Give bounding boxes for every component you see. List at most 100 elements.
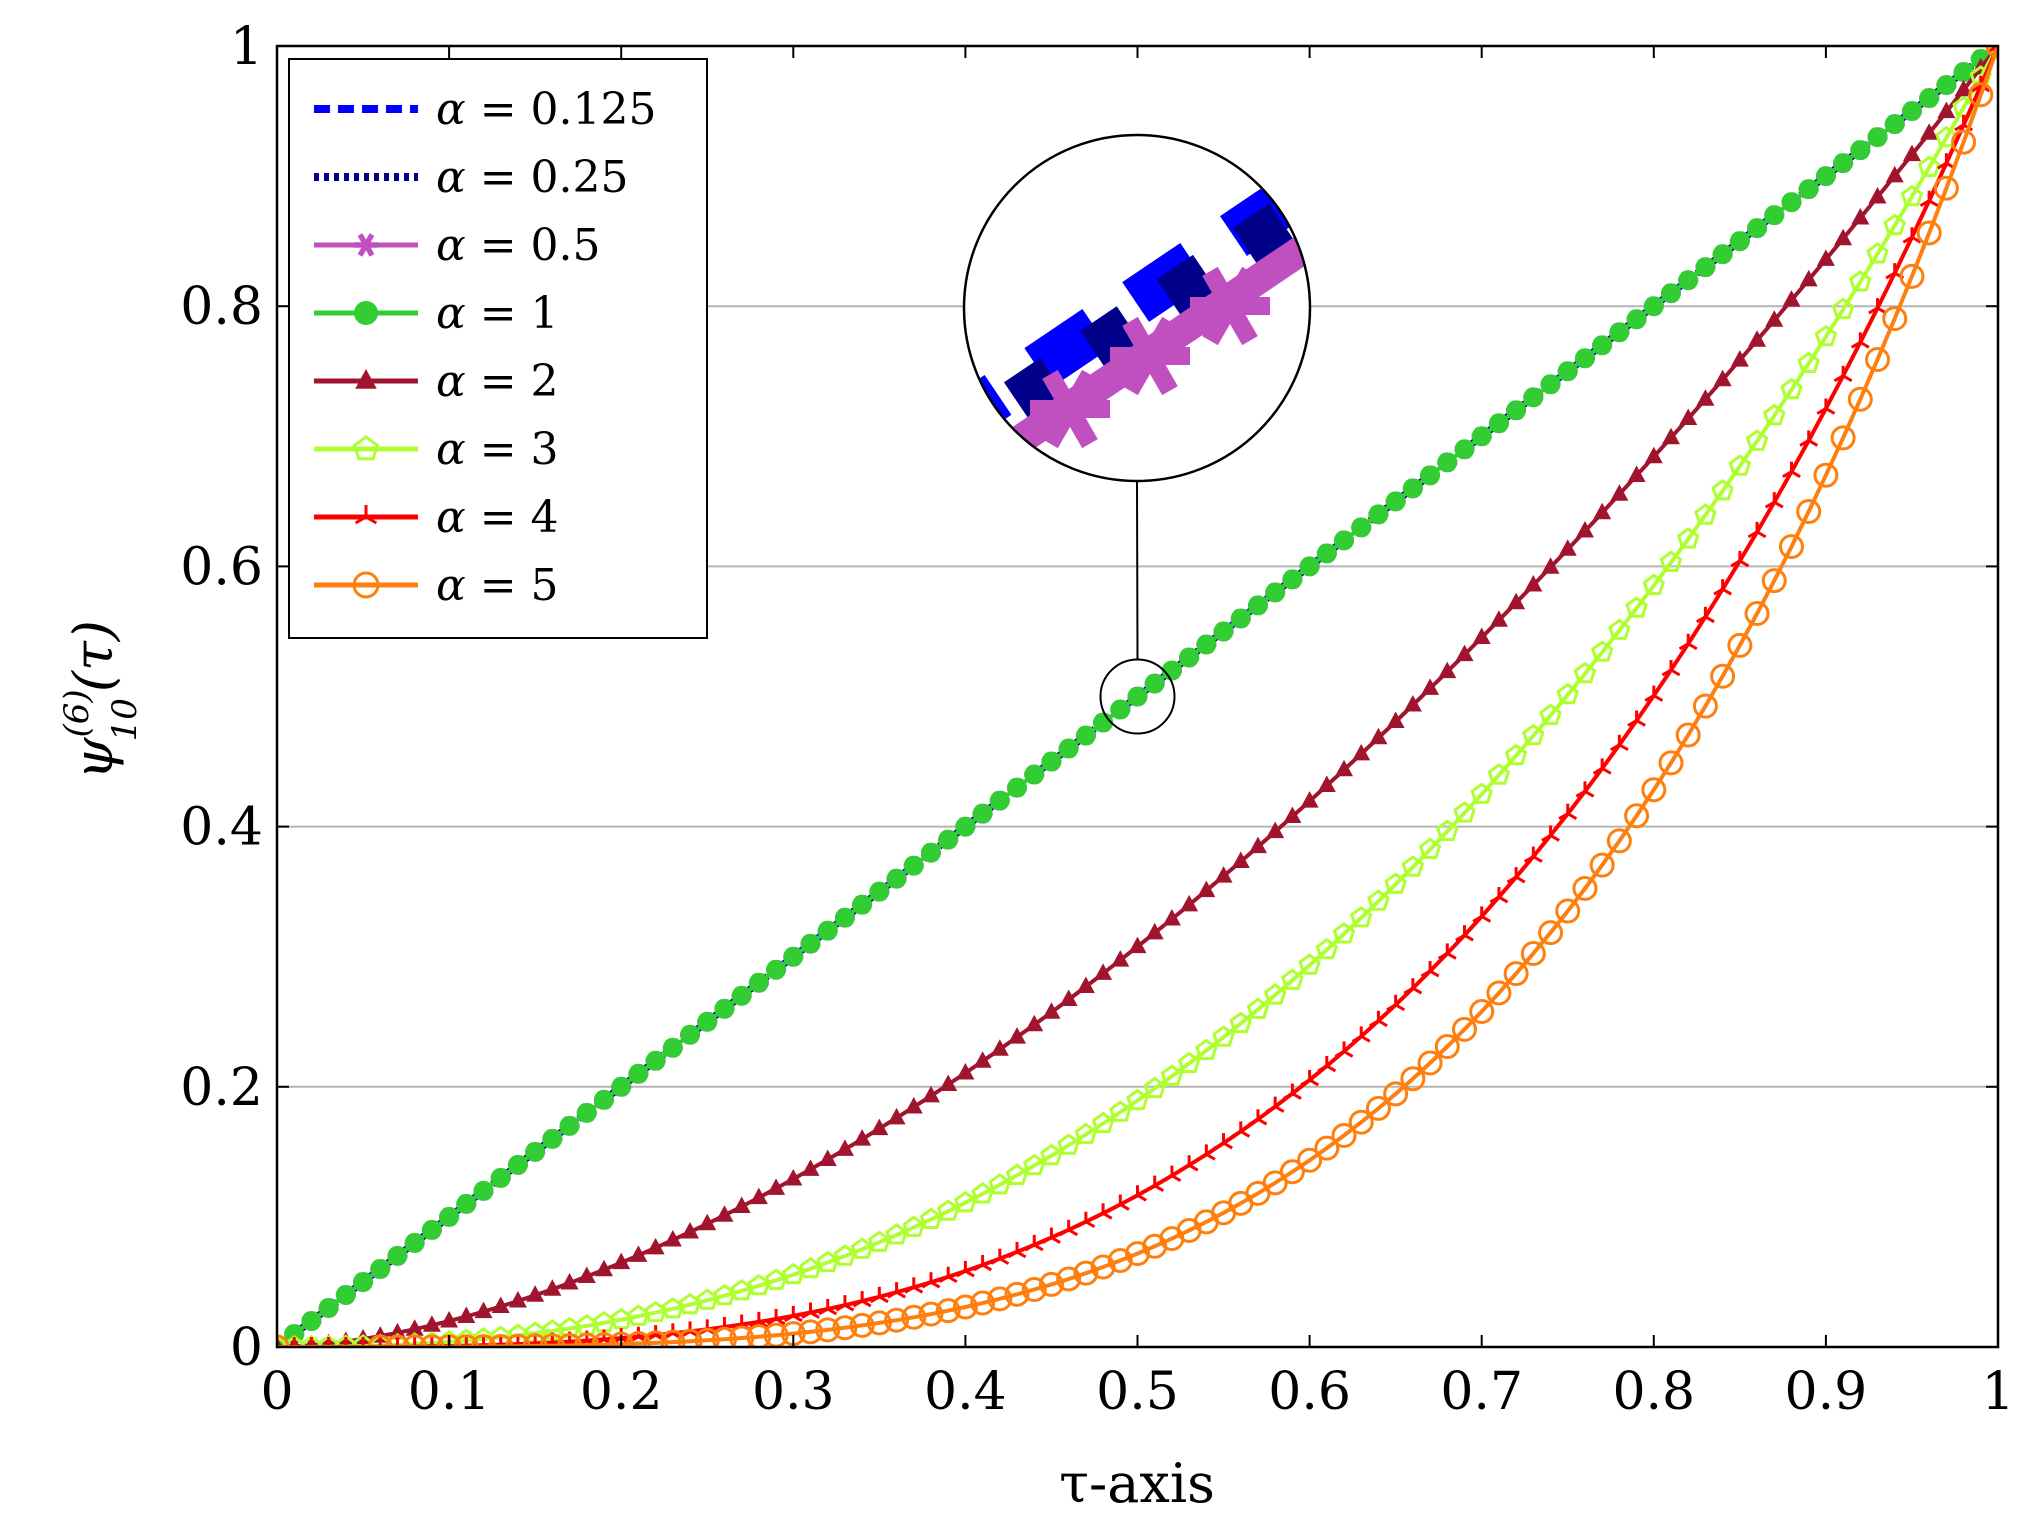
data-point [1438, 661, 1457, 679]
data-point [1298, 953, 1321, 975]
data-point [971, 1182, 994, 1204]
data-point [938, 1275, 949, 1284]
data-point [990, 1039, 1009, 1056]
data-point [1349, 905, 1373, 928]
data-point [591, 1332, 617, 1347]
data-point [834, 907, 855, 928]
data-point [1747, 530, 1758, 539]
data-point [1868, 306, 1879, 315]
data-point [1954, 123, 1965, 132]
data-point [1160, 1064, 1184, 1086]
data-point [732, 1196, 751, 1214]
x-axis-ticks: 0 0.1 0.2 0.3 0.4 0.5 0.6 0.7 0.8 0.9 1 [260, 46, 2015, 1422]
data-point [1609, 322, 1630, 343]
data-point [870, 1118, 889, 1136]
data-point [1127, 686, 1148, 707]
data-point [1997, 46, 1998, 48]
data-point [1317, 775, 1336, 793]
data-point [852, 894, 873, 915]
data-point [612, 1252, 631, 1270]
data-point [918, 1301, 944, 1327]
data-point [526, 1285, 545, 1302]
data-point [1162, 908, 1181, 926]
data-point [1901, 101, 1922, 122]
x-tick-label: 0.8 [1612, 1362, 1695, 1422]
legend-entry: α = 5 [314, 560, 559, 611]
data-point [1756, 530, 1767, 539]
data-point [1145, 922, 1164, 940]
data-point [1056, 1266, 1082, 1292]
data-point [1728, 454, 1752, 476]
data-point [1641, 777, 1667, 803]
data-point [1885, 165, 1904, 183]
data-point [1670, 668, 1681, 677]
data-point [1279, 1159, 1305, 1185]
data-point [1608, 618, 1631, 640]
data-point [560, 1273, 579, 1290]
data-point [1747, 218, 1768, 239]
data-point [1274, 1105, 1285, 1113]
data-point [388, 1322, 407, 1340]
data-point [1661, 668, 1672, 677]
data-point [1558, 812, 1569, 821]
data-point [729, 1325, 755, 1347]
data-point [352, 435, 380, 461]
data-point [1365, 1095, 1391, 1121]
data-point [1332, 922, 1356, 944]
data-point [1968, 82, 1994, 108]
data-point [800, 933, 821, 954]
data-point [1866, 242, 1889, 264]
y-tick-label: 0.4 [180, 798, 263, 858]
y-tick-label: 0.8 [180, 277, 263, 337]
data-point [853, 1129, 872, 1146]
data-point [680, 1024, 701, 1045]
data-point [440, 1311, 459, 1328]
data-point [784, 1168, 803, 1186]
data-point [1954, 79, 1973, 97]
data-point [1713, 369, 1732, 387]
data-point [935, 1298, 961, 1324]
data-point [1679, 408, 1698, 426]
data-point [1782, 470, 1793, 478]
data-point [818, 1149, 837, 1166]
data-point [1814, 324, 1838, 347]
data-point [663, 1230, 682, 1247]
data-point [1352, 743, 1371, 761]
data-point [1541, 557, 1560, 574]
data-point [354, 301, 378, 325]
data-point [1626, 309, 1647, 330]
data-point [1386, 1003, 1397, 1012]
data-point [1297, 1147, 1323, 1173]
data-point [1523, 855, 1535, 863]
data-point [1050, 1236, 1061, 1244]
data-point [1676, 527, 1700, 549]
data-point [1021, 1277, 1047, 1303]
data-point [508, 1291, 527, 1308]
data-point [268, 1347, 277, 1352]
data-point [1606, 828, 1632, 854]
data-point [1662, 427, 1681, 445]
data-point [1503, 961, 1529, 987]
y-tick-label: 0.2 [180, 1058, 263, 1118]
data-point [1195, 1038, 1218, 1061]
data-point [844, 1303, 855, 1312]
data-point [852, 1299, 863, 1308]
data-point [1919, 88, 1940, 109]
data-point [895, 1290, 906, 1299]
data-point [866, 1310, 892, 1336]
data-point [987, 1286, 1013, 1312]
data-point [1830, 425, 1856, 451]
data-point [1729, 231, 1750, 252]
data-point [457, 1306, 476, 1323]
data-point [1592, 335, 1613, 356]
data-point [625, 1331, 651, 1347]
x-tick-label: 0.3 [752, 1362, 835, 1422]
data-point [903, 855, 924, 876]
zoom-band [964, 163, 1310, 471]
data-point [1073, 1260, 1099, 1286]
data-point [1831, 297, 1855, 320]
data-point [826, 1307, 838, 1316]
data-point [355, 369, 377, 389]
data-point [885, 1223, 908, 1245]
data-point [749, 1320, 760, 1329]
